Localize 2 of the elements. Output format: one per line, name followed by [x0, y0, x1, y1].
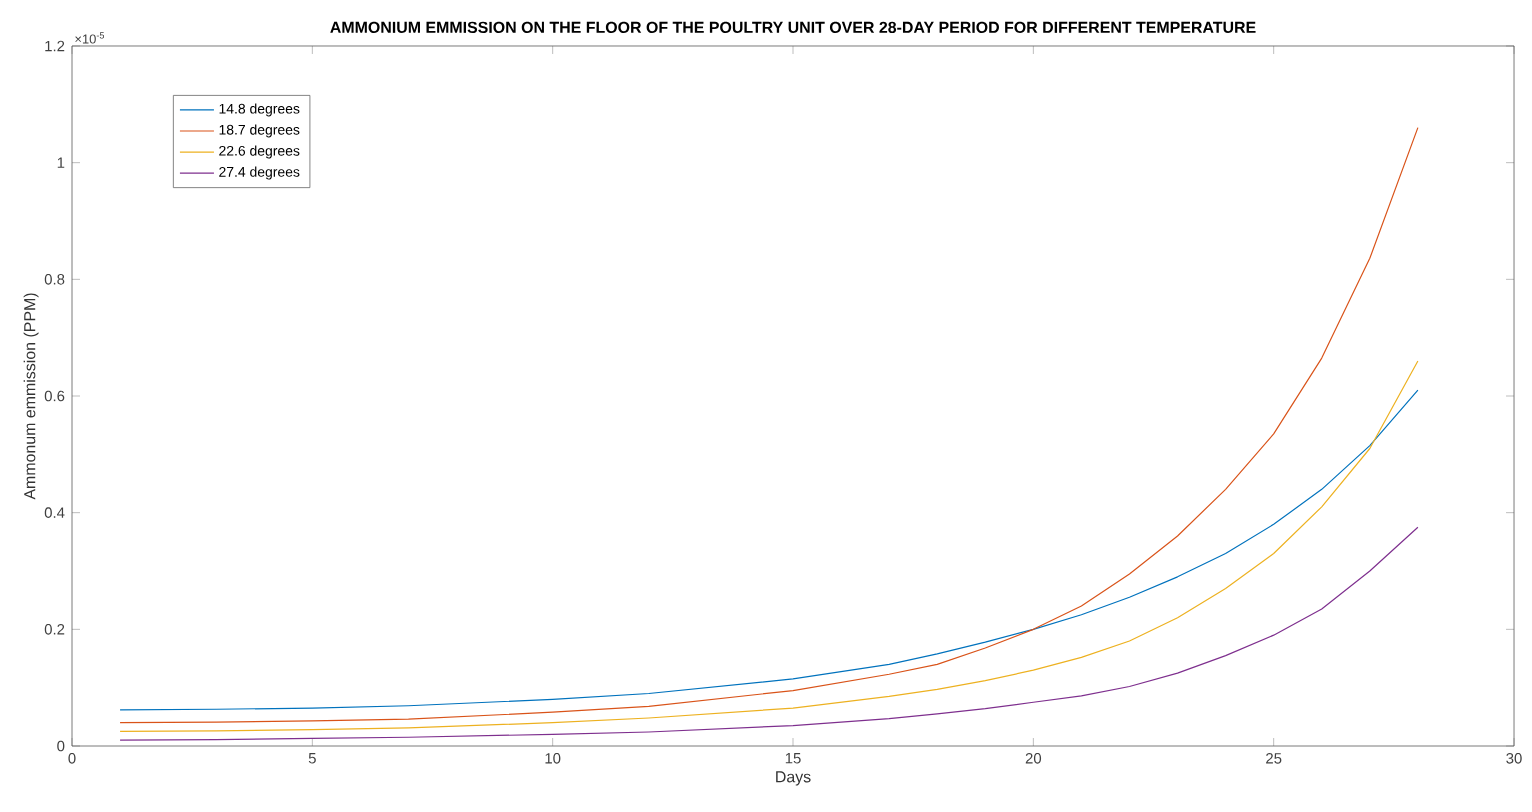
line-series	[119, 127, 1419, 724]
line-series	[119, 526, 1419, 741]
